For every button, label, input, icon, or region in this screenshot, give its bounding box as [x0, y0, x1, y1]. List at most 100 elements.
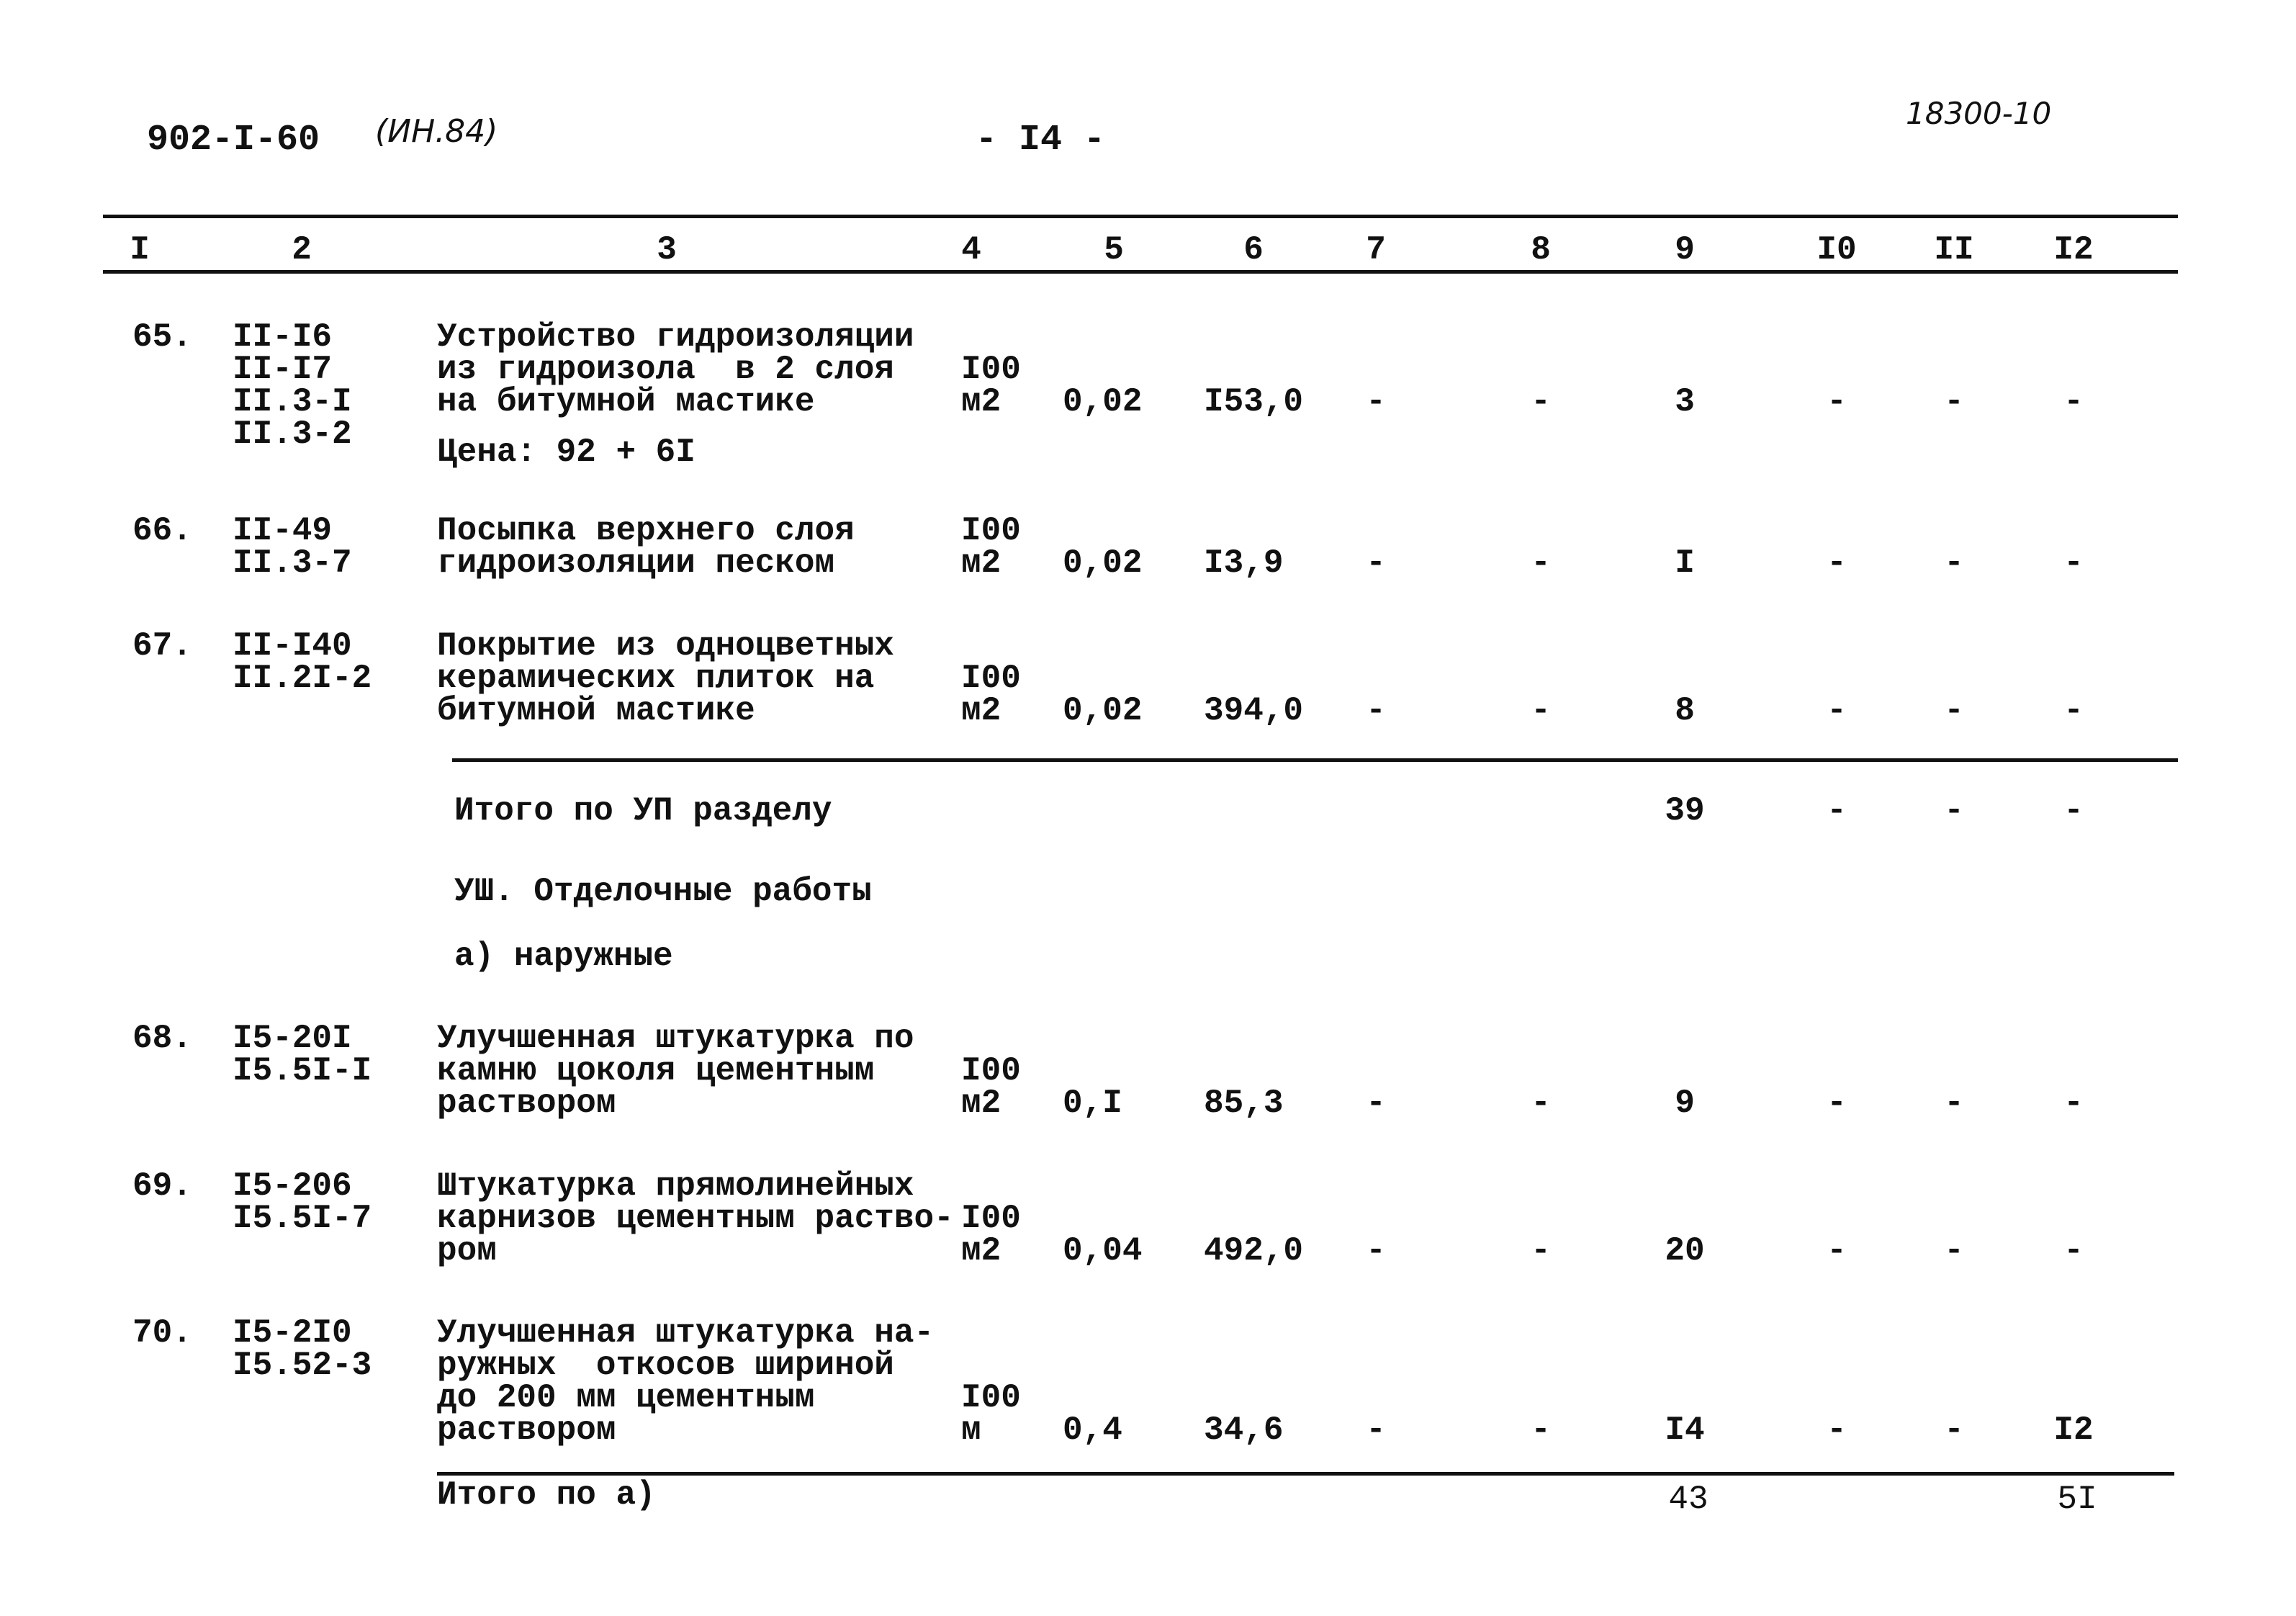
row-col7: -: [1366, 544, 1386, 582]
row-price: I53,0: [1204, 383, 1304, 421]
doc-code: 902-I-60: [147, 120, 320, 161]
row-col8: -: [1531, 1085, 1551, 1122]
row-col10: -: [1827, 383, 1847, 421]
row-col7: -: [1366, 1232, 1386, 1270]
row-col11: -: [1944, 1085, 1964, 1122]
column-header-8: 8: [1531, 231, 1551, 269]
section7-total-col10: -: [1827, 792, 1847, 830]
row-code: I5-206: [233, 1167, 352, 1205]
row-code: II-I40: [233, 627, 352, 665]
row-col7: -: [1366, 1411, 1386, 1449]
column-header-9: 9: [1675, 231, 1695, 269]
row-col7: -: [1366, 692, 1386, 730]
row-col11: -: [1944, 1232, 1964, 1270]
row-number: 69.: [132, 1167, 192, 1205]
row-description: Покрытие из одноцветных: [437, 627, 894, 665]
row-col12: -: [2063, 1085, 2084, 1122]
row-price: 394,0: [1204, 692, 1304, 730]
row-number: 66.: [132, 512, 192, 549]
row-col8: -: [1531, 1411, 1551, 1449]
row-code: I5.52-3: [233, 1347, 372, 1384]
row-col9: I4: [1665, 1411, 1705, 1449]
row-col9: 20: [1665, 1232, 1705, 1270]
header-top-rule: [103, 215, 2178, 218]
row-code: I5-2I0: [233, 1314, 352, 1352]
row-quantity: 0,04: [1063, 1232, 1143, 1270]
section7-total-col9: 39: [1665, 792, 1705, 830]
column-header-12: I2: [2053, 231, 2094, 269]
archive-number: 18300-10: [1906, 96, 2052, 131]
row-code: II.3-2: [233, 416, 352, 453]
row-unit: I00: [961, 660, 1021, 697]
row-col9: 8: [1675, 692, 1695, 730]
row-description: до 200 мм цементным: [437, 1379, 815, 1417]
row-description: Устройство гидроизоляции: [437, 318, 914, 356]
row-quantity: 0,02: [1063, 383, 1143, 421]
row-description: гидроизоляции песком: [437, 544, 835, 582]
row-code: II-I7: [233, 351, 333, 388]
row-col8: -: [1531, 544, 1551, 582]
row-unit: м2: [961, 1232, 1001, 1270]
row-unit: м2: [961, 692, 1001, 730]
row-price-note: Цена: 92 + 6I: [437, 434, 695, 471]
row-col7: -: [1366, 1085, 1386, 1122]
column-header-11: II: [1934, 231, 1974, 269]
row-description: Посыпка верхнего слоя: [437, 512, 855, 549]
row-unit: м: [961, 1411, 981, 1449]
row-description: из гидроизола в 2 слоя: [437, 351, 894, 388]
row-unit: м2: [961, 544, 1001, 582]
row-unit: I00: [961, 1379, 1021, 1417]
row-quantity: 0,02: [1063, 544, 1143, 582]
section8-title: УШ. Отделочные работы: [454, 873, 872, 910]
row-col12: I2: [2053, 1411, 2094, 1449]
row-description: Улучшенная штукатурка по: [437, 1020, 914, 1057]
row-code: I5-20I: [233, 1020, 352, 1057]
row-col10: -: [1827, 692, 1847, 730]
section7-total-label: Итого по УП разделу: [454, 792, 832, 830]
row-description: Улучшенная штукатурка на-: [437, 1314, 935, 1352]
row-col12: -: [2063, 544, 2084, 582]
row-code: II.3-I: [233, 383, 352, 421]
row-col10: -: [1827, 1411, 1847, 1449]
row-col11: -: [1944, 544, 1964, 582]
row-description: керамических плиток на: [437, 660, 875, 697]
row-quantity: 0,I: [1063, 1085, 1122, 1122]
header-bottom-rule: [103, 270, 2178, 274]
row-unit: м2: [961, 1085, 1001, 1122]
subsection-a-title: а) наружные: [454, 938, 673, 975]
row-code: I5.5I-I: [233, 1052, 372, 1090]
row-description: камню цоколя цементным: [437, 1052, 875, 1090]
section7-total-rule: [452, 758, 2178, 762]
subtotal-a-col9: 43: [1668, 1481, 1709, 1518]
row-col7: -: [1366, 383, 1386, 421]
row-col8: -: [1531, 383, 1551, 421]
row-col9: 9: [1675, 1085, 1695, 1122]
row-unit: м2: [961, 383, 1001, 421]
column-header-6: 6: [1243, 231, 1264, 269]
row-col10: -: [1827, 1232, 1847, 1270]
row-quantity: 0,02: [1063, 692, 1143, 730]
row-col9: 3: [1675, 383, 1695, 421]
section7-total-col11: -: [1944, 792, 1964, 830]
row-price: 85,3: [1204, 1085, 1284, 1122]
row-code: II.2I-2: [233, 660, 372, 697]
row-unit: I00: [961, 512, 1021, 549]
page-number: - I4 -: [975, 120, 1106, 161]
row-col10: -: [1827, 1085, 1847, 1122]
row-description: ром: [437, 1232, 497, 1270]
row-price: I3,9: [1204, 544, 1284, 582]
handwritten-note: (ИН.84): [375, 113, 498, 150]
row-description: Штукатурка прямолинейных: [437, 1167, 914, 1205]
column-header-1: I: [130, 231, 150, 269]
row-description: битумной мастике: [437, 692, 755, 730]
row-description: на битумной мастике: [437, 383, 815, 421]
column-header-2: 2: [292, 231, 312, 269]
section7-total-col12: -: [2063, 792, 2084, 830]
row-description: ружных откосов шириной: [437, 1347, 894, 1384]
row-col12: -: [2063, 692, 2084, 730]
row-code: II.3-7: [233, 544, 352, 582]
row-col11: -: [1944, 1411, 1964, 1449]
subtotal-a-col12: 5I: [2057, 1481, 2097, 1518]
row-col12: -: [2063, 383, 2084, 421]
row-code: II-49: [233, 512, 333, 549]
